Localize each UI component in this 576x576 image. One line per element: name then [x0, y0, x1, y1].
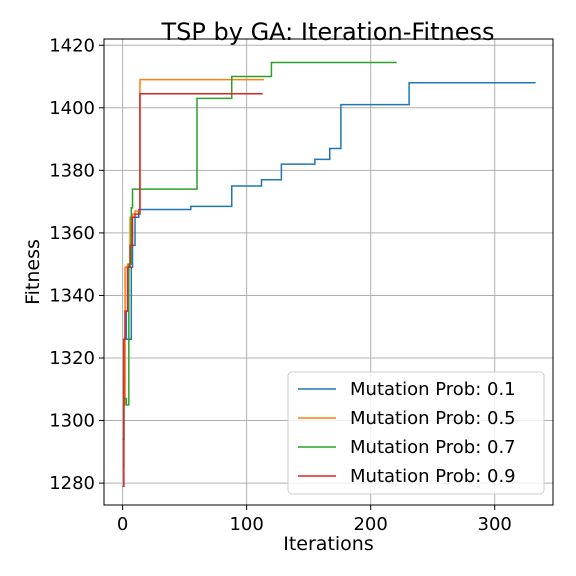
legend-entry-label: Mutation Prob: 0.7 — [350, 437, 516, 458]
ticks: 0 100 200 300 1280 1300 1320 1340 1360 1380 1400 14… — [49, 35, 512, 535]
y-tick-label: 1400 — [49, 98, 95, 119]
y-axis-label: Fitness — [22, 239, 44, 305]
series-line-1 — [122, 82, 536, 441]
chart-title: TSP by GA: Iteration-Fitness — [161, 18, 495, 46]
legend-entry-label: Mutation Prob: 0.1 — [350, 379, 516, 400]
y-tick-label: 1340 — [49, 285, 95, 306]
legend: Mutation Prob: 0.1 Mutation Prob: 0.5 Muta… — [287, 371, 545, 495]
series-line-2 — [122, 78, 264, 469]
y-tick-label: 1380 — [49, 160, 95, 181]
series-line-4 — [122, 92, 263, 487]
x-tick-label: 300 — [478, 514, 512, 535]
axes-frame — [103, 38, 554, 506]
y-tick-label: 1420 — [49, 35, 95, 56]
x-tick-label: 200 — [353, 514, 387, 535]
x-tick-label: 0 — [117, 514, 128, 535]
y-tick-label: 1300 — [49, 411, 95, 432]
y-tick-label: 1320 — [49, 348, 95, 369]
legend-box — [287, 371, 545, 495]
legend-entry-label: Mutation Prob: 0.5 — [350, 408, 516, 429]
x-axis-label: Iterations — [283, 533, 374, 555]
series-layer — [122, 61, 536, 487]
legend-entry-label: Mutation Prob: 0.9 — [350, 466, 516, 487]
y-tick-label: 1360 — [49, 223, 95, 244]
x-tick-label: 100 — [229, 514, 263, 535]
y-tick-label: 1280 — [49, 473, 95, 494]
series-line-3 — [122, 61, 397, 441]
